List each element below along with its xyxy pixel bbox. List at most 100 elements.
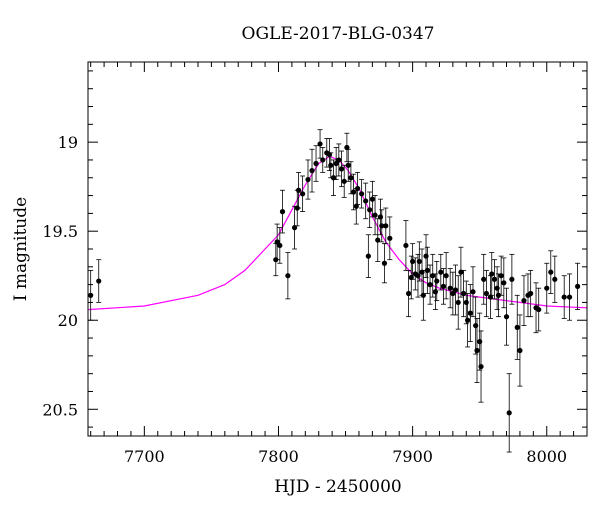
data-point-21 <box>336 157 342 163</box>
data-point-24 <box>344 144 350 151</box>
y-tick-label: 19 <box>58 133 78 152</box>
data-point-50 <box>420 292 426 298</box>
data-point-98 <box>575 283 581 289</box>
data-point-19 <box>330 175 337 181</box>
data-point-62 <box>452 287 459 293</box>
data-point-82 <box>501 280 507 286</box>
x-tick-label: 7900 <box>392 447 433 466</box>
data-point-61 <box>450 290 456 297</box>
x-axis-title: HJD - 2450000 <box>274 477 402 497</box>
data-point-72 <box>477 339 483 345</box>
data-point-54 <box>430 273 436 279</box>
data-point-23 <box>341 178 347 184</box>
y-axis-ticks: 19 19.5 20 20.5 <box>42 70 587 428</box>
data-point-64 <box>458 269 464 275</box>
data-point-6 <box>285 273 291 279</box>
data-point-45 <box>410 258 416 265</box>
data-point-0 <box>88 292 94 298</box>
data-point-35 <box>372 212 378 218</box>
data-point-26 <box>348 175 354 181</box>
data-point-80 <box>495 292 502 298</box>
data-point-86 <box>514 324 520 330</box>
data-point-70 <box>473 322 479 329</box>
data-point-77 <box>489 271 495 277</box>
data-point-69 <box>470 289 476 295</box>
data-point-79 <box>494 285 500 291</box>
data-point-41 <box>387 235 393 241</box>
data-point-84 <box>506 410 512 416</box>
data-point-36 <box>375 237 381 243</box>
data-point-42 <box>403 242 409 249</box>
data-point-68 <box>467 310 473 316</box>
data-point-15 <box>320 157 326 163</box>
data-point-63 <box>455 299 461 306</box>
data-point-37 <box>377 214 384 220</box>
data-point-58 <box>440 283 447 289</box>
data-point-97 <box>566 294 573 300</box>
data-point-11 <box>305 176 311 183</box>
data-point-25 <box>345 162 351 168</box>
data-point-31 <box>363 198 369 204</box>
data-point-60 <box>447 285 453 291</box>
data-point-29 <box>355 185 361 192</box>
data-point-13 <box>313 160 319 167</box>
data-point-52 <box>424 267 430 273</box>
data-point-3 <box>274 239 280 245</box>
data-point-43 <box>405 290 412 297</box>
data-point-12 <box>309 168 315 174</box>
data-point-22 <box>338 166 345 172</box>
x-tick-label: 7700 <box>124 447 165 466</box>
data-point-92 <box>536 306 542 313</box>
data-point-27 <box>350 189 357 195</box>
data-point-48 <box>416 258 422 265</box>
data-point-40 <box>383 223 389 229</box>
data-point-1 <box>96 278 102 284</box>
plot-frame <box>87 61 588 437</box>
data-point-47 <box>415 273 421 279</box>
data-point-28 <box>353 203 359 209</box>
y-tick-label: 20 <box>58 311 78 330</box>
data-point-32 <box>365 253 371 259</box>
data-point-7 <box>291 225 298 231</box>
data-point-73 <box>478 363 484 370</box>
data-point-95 <box>552 276 558 282</box>
data-point-39 <box>381 260 388 266</box>
x-tick-label: 8000 <box>526 447 567 466</box>
data-point-34 <box>369 196 375 202</box>
data-point-53 <box>427 282 433 288</box>
y-tick-label: 20.5 <box>42 400 78 419</box>
data-point-57 <box>438 269 444 275</box>
data-point-83 <box>503 314 510 320</box>
data-point-75 <box>483 290 489 297</box>
data-point-88 <box>521 298 527 304</box>
x-tick-label: 7800 <box>258 447 299 466</box>
data-point-93 <box>544 285 550 291</box>
data-point-59 <box>443 273 449 279</box>
data-point-74 <box>481 276 487 282</box>
x-axis-ticks: 7700 7800 7900 8000 <box>90 62 588 466</box>
data-point-67 <box>465 317 471 323</box>
data-points-group <box>88 129 581 453</box>
data-point-33 <box>367 207 373 213</box>
data-point-66 <box>463 299 469 306</box>
data-point-85 <box>509 276 515 282</box>
y-tick-label: 19.5 <box>42 222 78 241</box>
data-point-9 <box>295 187 302 193</box>
data-point-71 <box>474 347 480 354</box>
data-point-55 <box>432 289 439 295</box>
data-point-90 <box>528 290 534 297</box>
data-point-5 <box>279 209 286 215</box>
y-axis-title: I magnitude <box>11 197 31 301</box>
data-point-87 <box>517 347 523 354</box>
data-point-18 <box>328 162 334 168</box>
data-point-81 <box>498 273 504 279</box>
data-point-10 <box>300 191 306 197</box>
chart-title: OGLE-2017-BLG-0347 <box>242 24 435 44</box>
data-point-14 <box>317 141 323 147</box>
data-point-4 <box>277 242 283 249</box>
data-point-20 <box>333 160 339 167</box>
data-point-38 <box>379 223 385 229</box>
data-point-65 <box>460 290 467 297</box>
data-point-76 <box>487 294 494 300</box>
